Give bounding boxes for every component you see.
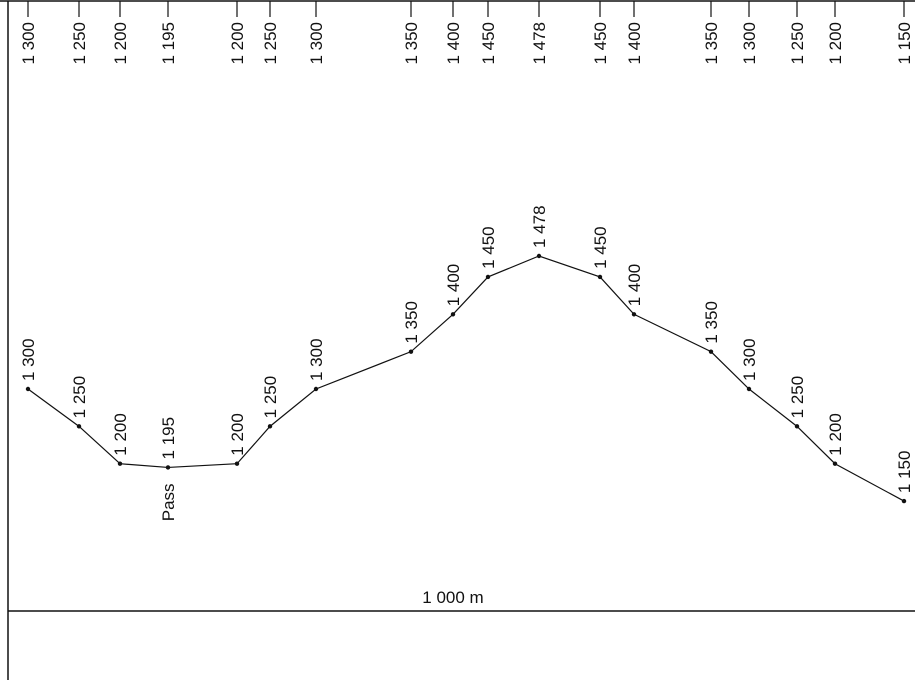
profile-point-label: 1 400 bbox=[625, 264, 644, 307]
contour-tick-label: 1 150 bbox=[895, 22, 914, 65]
contour-tick-label: 1 200 bbox=[228, 22, 247, 65]
profile-point-label: 1 250 bbox=[788, 376, 807, 419]
profile-points bbox=[25, 253, 907, 504]
profile-point bbox=[76, 424, 82, 429]
contour-tick-label: 1 450 bbox=[479, 22, 498, 65]
contour-tick-marks bbox=[27, 1, 905, 17]
profile-point-label: 1 350 bbox=[702, 301, 721, 344]
contour-tick-label: 1 400 bbox=[625, 22, 644, 65]
profile-point bbox=[165, 465, 171, 470]
profile-point bbox=[267, 424, 273, 429]
contour-tick-label: 1 300 bbox=[19, 22, 38, 65]
contour-tick-label: 1 200 bbox=[111, 22, 130, 65]
contour-tick-label: 1 250 bbox=[70, 22, 89, 65]
pass-label: Pass bbox=[159, 483, 178, 521]
profile-point bbox=[485, 274, 491, 280]
profile-point-label: 1 300 bbox=[307, 338, 326, 381]
profile-point bbox=[794, 424, 800, 429]
contour-tick-label: 1 300 bbox=[740, 22, 759, 65]
profile-point-label: 1 200 bbox=[111, 413, 130, 456]
profile-point bbox=[25, 386, 31, 392]
contour-tick-label: 1 250 bbox=[788, 22, 807, 65]
profile-point bbox=[408, 349, 414, 354]
contour-tick-label: 1 400 bbox=[444, 22, 463, 65]
profile-point-label: 1 250 bbox=[70, 376, 89, 419]
profile-point-label: 1 250 bbox=[261, 376, 280, 419]
profile-point-label: 1 350 bbox=[402, 301, 421, 344]
contour-tick-label: 1 478 bbox=[530, 22, 549, 65]
profile-point-label: 1 300 bbox=[740, 338, 759, 381]
contour-tick-label: 1 200 bbox=[826, 22, 845, 65]
profile-point bbox=[901, 498, 907, 504]
profile-point bbox=[832, 461, 838, 466]
profile-point-label: 1 450 bbox=[479, 226, 498, 269]
profile-point bbox=[313, 386, 319, 392]
profile-point bbox=[631, 312, 637, 317]
contour-tick-label: 1 250 bbox=[261, 22, 280, 65]
profile-point-label: 1 150 bbox=[895, 451, 914, 494]
profile-point bbox=[117, 461, 123, 466]
profile-point bbox=[234, 461, 240, 466]
profile-point-labels: 1 300 1 250 1 200 1 195 1 200 1 250 1 300 1 350… bbox=[19, 205, 914, 493]
profile-point-label: 1 400 bbox=[444, 264, 463, 307]
profile-point-label: 1 478 bbox=[530, 205, 549, 248]
profile-point-label: 1 450 bbox=[591, 226, 610, 269]
contour-tick-label: 1 450 bbox=[591, 22, 610, 65]
profile-point-label: 1 300 bbox=[19, 338, 38, 381]
contour-tick-label: 1 350 bbox=[702, 22, 721, 65]
contour-tick-label: 1 300 bbox=[307, 22, 326, 65]
scale-label: 1 000 m bbox=[422, 588, 483, 607]
contour-tick-label: 1 195 bbox=[159, 22, 178, 65]
profile-point bbox=[597, 274, 603, 280]
profile-point bbox=[536, 253, 542, 259]
profile-line bbox=[27, 255, 905, 502]
profile-point-label: 1 195 bbox=[159, 417, 178, 460]
profile-point bbox=[708, 349, 714, 354]
profile-point bbox=[450, 312, 456, 317]
profile-point bbox=[746, 386, 752, 392]
contour-tick-labels: 1 300 1 250 1 200 1 195 1 200 1 250 1 300 1 350… bbox=[19, 22, 914, 65]
profile-point-label: 1 200 bbox=[228, 413, 247, 456]
contour-tick-label: 1 350 bbox=[402, 22, 421, 65]
profile-point-label: 1 200 bbox=[826, 413, 845, 456]
